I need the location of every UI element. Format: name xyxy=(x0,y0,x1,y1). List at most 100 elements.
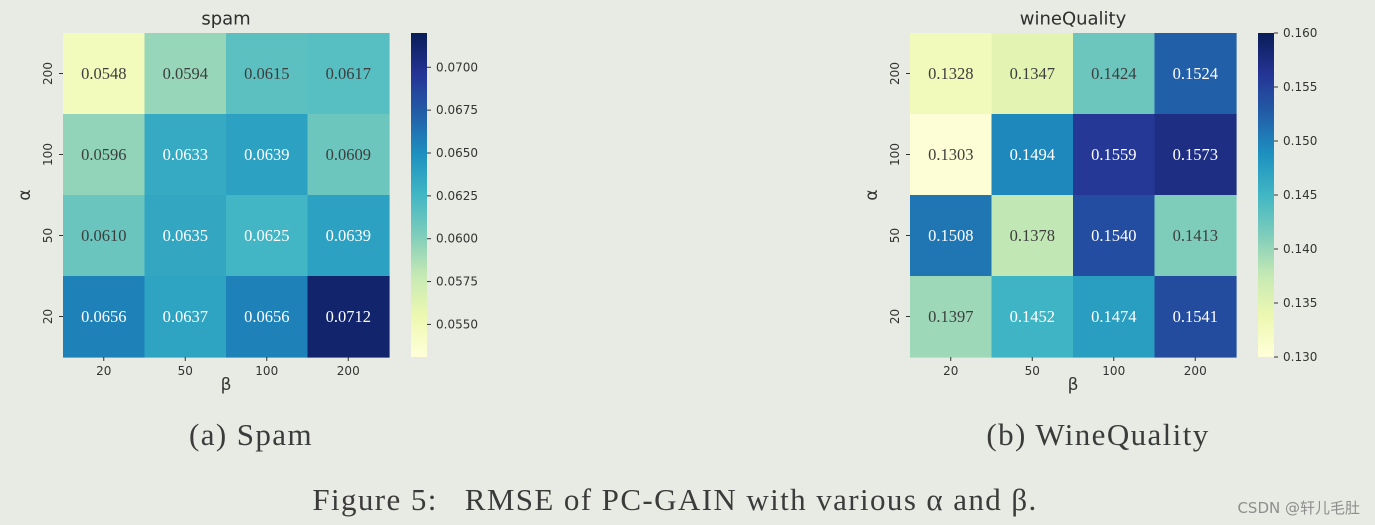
cell-value-label: 0.0625 xyxy=(244,226,289,245)
colorbar-tick-label: 0.0650 xyxy=(436,146,478,160)
heatmap-cell xyxy=(1073,33,1156,115)
heatmap-cell xyxy=(144,276,227,358)
colorbar-tick-label: 0.135 xyxy=(1283,296,1317,310)
colorbar-tick-label: 0.0600 xyxy=(436,232,478,246)
heatmap-spam: spam 0.0548 0.0594 0.0615 0.0617 0.0596 0.0633… xyxy=(15,9,478,396)
figure-caption: Figure 5: RMSE of PC-GAIN with various α … xyxy=(312,482,1037,518)
cell-value-label: 0.1452 xyxy=(1010,307,1055,326)
colorbar-tick-label: 0.0675 xyxy=(436,103,478,117)
x-tick-label: 50 xyxy=(1025,364,1040,378)
cell-value-label: 0.0609 xyxy=(326,145,371,164)
cell-value-label: 0.1413 xyxy=(1173,226,1218,245)
y-tick-label: 50 xyxy=(41,228,55,243)
heatmap-cell xyxy=(63,114,146,196)
cell-value-label: 0.0712 xyxy=(326,307,371,326)
colorbar-tick-label: 0.0550 xyxy=(436,317,478,331)
heatmap-cell xyxy=(144,114,227,196)
y-tick-label: 20 xyxy=(41,309,55,324)
colorbar-tick-label: 0.160 xyxy=(1283,26,1317,40)
cell-value-label: 0.1541 xyxy=(1173,307,1218,326)
heatmap-cell xyxy=(307,114,390,196)
heatmap-cell xyxy=(1154,114,1237,196)
cell-value-label: 0.0594 xyxy=(163,64,208,83)
heatmap-cell xyxy=(226,195,309,277)
cell-value-label: 0.0617 xyxy=(326,64,371,83)
y-tick-label: 50 xyxy=(888,228,902,243)
colorbar-tick-label: 0.0575 xyxy=(436,275,478,289)
cell-value-label: 0.0596 xyxy=(81,145,126,164)
cell-value-label: 0.1328 xyxy=(928,64,973,83)
heatmap-cell xyxy=(910,195,993,277)
cell-value-label: 0.1559 xyxy=(1091,145,1136,164)
colorbar-tick-label: 0.150 xyxy=(1283,134,1317,148)
heatmap-cell xyxy=(307,195,390,277)
y-tick-label: 100 xyxy=(888,143,902,166)
colorbar xyxy=(1258,33,1274,357)
cell-value-label: 0.0656 xyxy=(244,307,289,326)
cell-value-label: 0.1303 xyxy=(928,145,973,164)
heatmap-cell xyxy=(1154,276,1237,358)
colorbar-tick-label: 0.130 xyxy=(1283,350,1317,364)
x-axis-label: β xyxy=(1068,375,1079,395)
heatmap-cell xyxy=(1154,195,1237,277)
x-tick-label: 50 xyxy=(178,364,193,378)
x-tick-label: 20 xyxy=(96,364,111,378)
colorbar-tick-label: 0.140 xyxy=(1283,242,1317,256)
cell-value-label: 0.0633 xyxy=(163,145,208,164)
heatmap-cell xyxy=(144,33,227,115)
colorbar-tick-label: 0.145 xyxy=(1283,188,1317,202)
x-axis-label: β xyxy=(221,375,232,395)
cell-value-label: 0.1474 xyxy=(1091,307,1136,326)
cell-value-label: 0.0637 xyxy=(163,307,208,326)
cell-value-label: 0.0610 xyxy=(81,226,126,245)
cell-value-label: 0.0639 xyxy=(244,145,289,164)
heatmap-cell xyxy=(63,276,146,358)
x-tick-label: 20 xyxy=(943,364,958,378)
heatmap-cell xyxy=(1154,33,1237,115)
cell-value-label: 0.1573 xyxy=(1173,145,1218,164)
x-tick-label: 200 xyxy=(337,364,360,378)
cell-value-label: 0.0615 xyxy=(244,64,289,83)
cell-value-label: 0.0656 xyxy=(81,307,126,326)
figure-caption-text: RMSE of PC-GAIN with various α and β. xyxy=(464,482,1038,517)
heatmap-cell xyxy=(991,33,1074,115)
heatmap-cell xyxy=(226,276,309,358)
figure-caption-label: Figure 5: xyxy=(312,482,438,517)
cell-value-label: 0.1347 xyxy=(1010,64,1055,83)
heatmap-cell xyxy=(307,33,390,115)
heatmap-winequality: wineQuality 0.1328 0.1347 0.1424 0.1524 0.130… xyxy=(862,9,1317,396)
cell-value-label: 0.1524 xyxy=(1173,64,1218,83)
panel-winequality: wineQuality 0.1328 0.1347 0.1424 0.1524 0.130… xyxy=(847,0,1367,470)
cell-value-label: 0.1424 xyxy=(1091,64,1136,83)
cell-value-label: 0.1508 xyxy=(928,226,973,245)
heatmap-cell xyxy=(144,195,227,277)
cell-value-label: 0.0639 xyxy=(326,226,371,245)
heatmap-cell xyxy=(910,33,993,115)
chart-title: spam xyxy=(201,9,250,30)
panel-spam: spam 0.0548 0.0594 0.0615 0.0617 0.0596 0.0633… xyxy=(0,0,520,470)
chart-title: wineQuality xyxy=(1020,9,1127,30)
x-tick-label: 200 xyxy=(1184,364,1207,378)
y-tick-label: 100 xyxy=(41,143,55,166)
heatmap-cell xyxy=(1073,114,1156,196)
subcaption-winequality: (b) WineQuality xyxy=(986,417,1210,452)
heatmap-cell xyxy=(63,195,146,277)
heatmap-cell xyxy=(991,276,1074,358)
colorbar-tick-label: 0.155 xyxy=(1283,80,1317,94)
y-tick-label: 200 xyxy=(888,62,902,85)
colorbar-tick-label: 0.0625 xyxy=(436,189,478,203)
heatmap-cell xyxy=(226,114,309,196)
heatmap-cell xyxy=(1073,195,1156,277)
heatmap-cell xyxy=(63,33,146,115)
heatmap-cell xyxy=(991,114,1074,196)
cell-value-label: 0.1540 xyxy=(1091,226,1136,245)
x-tick-label: 100 xyxy=(255,364,278,378)
heatmap-cell xyxy=(1073,276,1156,358)
x-tick-label: 100 xyxy=(1102,364,1125,378)
cell-value-label: 0.1378 xyxy=(1010,226,1055,245)
y-axis-label: α xyxy=(862,189,882,200)
subcaption-spam: (a) Spam xyxy=(189,417,313,452)
heatmap-cell xyxy=(226,33,309,115)
y-tick-label: 200 xyxy=(41,62,55,85)
